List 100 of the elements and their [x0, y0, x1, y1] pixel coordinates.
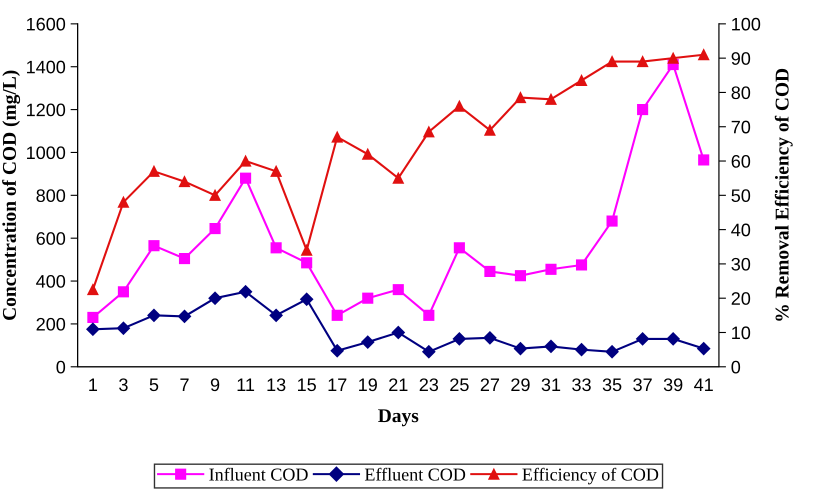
point: [178, 176, 190, 188]
point: [118, 286, 129, 298]
point: [484, 266, 496, 277]
point: [148, 166, 160, 177]
point: [483, 331, 496, 344]
x-tick-label: 41: [694, 378, 713, 391]
point: [637, 56, 648, 68]
point: [697, 342, 710, 356]
x-tick-label: 7: [180, 378, 189, 391]
x-tick-label: 21: [389, 378, 408, 391]
point: [87, 312, 98, 324]
x-tick-label: 15: [298, 378, 316, 392]
x-tick-label: 23: [420, 378, 438, 392]
y-axis-title: Concentration of COD (mg/L): [2, 70, 20, 320]
point: [514, 270, 526, 282]
point: [576, 259, 588, 271]
x-tick-label: 3: [119, 378, 128, 392]
point: [423, 310, 434, 321]
point: [452, 332, 466, 346]
x-tick-label: 33: [572, 378, 591, 392]
point: [362, 148, 374, 160]
point: [208, 292, 222, 305]
y2-tick-label: 100: [732, 18, 760, 31]
point: [606, 56, 618, 68]
point: [454, 100, 465, 112]
point: [362, 292, 374, 304]
x-tick-label: 27: [480, 378, 500, 391]
point: [118, 196, 129, 208]
point: [301, 244, 312, 256]
y2-tick-label: 10: [732, 326, 750, 340]
point: [637, 104, 648, 116]
point: [392, 284, 404, 296]
point: [86, 322, 100, 336]
point: [330, 344, 344, 358]
point: [239, 285, 252, 298]
point: [545, 94, 557, 105]
point: [514, 92, 526, 104]
y-tick-label: 1000: [27, 146, 66, 160]
y-tick-label: 1400: [27, 60, 66, 74]
point: [332, 310, 343, 321]
point: [270, 166, 282, 177]
point: [576, 74, 588, 86]
point: [240, 155, 252, 167]
x-tick-label: 1: [89, 378, 98, 391]
x-tick-label: 19: [359, 378, 377, 392]
x-tick-label: 11: [238, 378, 254, 391]
legend-label: Influent COD: [209, 468, 308, 481]
y-tick-label: 400: [36, 274, 66, 288]
x-tick-label: 31: [542, 378, 560, 392]
x-tick-label: 25: [450, 378, 469, 392]
x-axis-title: Days: [378, 409, 418, 426]
point: [544, 340, 558, 354]
point: [209, 190, 221, 201]
point: [147, 308, 161, 322]
point: [636, 332, 650, 346]
point: [698, 154, 710, 166]
y-tick-label: 1200: [27, 104, 66, 116]
y-tick-label: 1600: [27, 18, 66, 31]
point: [178, 310, 192, 324]
y-tick-label: 800: [36, 189, 66, 202]
point: [270, 242, 282, 254]
point: [301, 257, 312, 268]
point: [666, 332, 680, 346]
point: [300, 292, 314, 306]
y-tick-label: 600: [36, 232, 66, 245]
y2-tick-label: 80: [732, 86, 750, 100]
point: [668, 52, 679, 64]
y2-tick-label: 50: [731, 189, 750, 202]
x-tick-label: 35: [602, 378, 622, 392]
y2-tick-label: 20: [732, 292, 750, 305]
x-tick-label: 29: [511, 378, 530, 392]
point: [116, 322, 130, 335]
point: [484, 124, 496, 136]
point: [87, 284, 98, 296]
x-tick-label: 5: [150, 378, 158, 392]
x-tick-label: 39: [664, 378, 682, 392]
point: [422, 345, 436, 358]
y2-axis-title: % Removal Efficiency of COD: [774, 68, 793, 321]
point: [240, 172, 252, 184]
point: [332, 131, 343, 143]
y2-tick-label: 90: [732, 52, 750, 65]
y2-tick-label: 0: [731, 360, 740, 374]
point: [423, 126, 434, 138]
point: [605, 345, 619, 358]
x-tick-label: 37: [633, 378, 652, 392]
point: [178, 252, 190, 264]
legend-label: Effluent COD: [364, 468, 466, 481]
point: [514, 342, 528, 356]
point: [209, 222, 221, 234]
point: [545, 264, 557, 275]
x-tick-label: 9: [210, 378, 220, 392]
point: [574, 343, 588, 356]
point: [361, 336, 374, 349]
y2-tick-label: 70: [732, 120, 750, 134]
y2-tick-label: 30: [731, 258, 750, 271]
point: [270, 308, 283, 322]
point: [392, 172, 404, 184]
point: [392, 326, 405, 340]
y-tick-label: 0: [56, 360, 66, 374]
y2-tick-label: 60: [732, 154, 750, 168]
